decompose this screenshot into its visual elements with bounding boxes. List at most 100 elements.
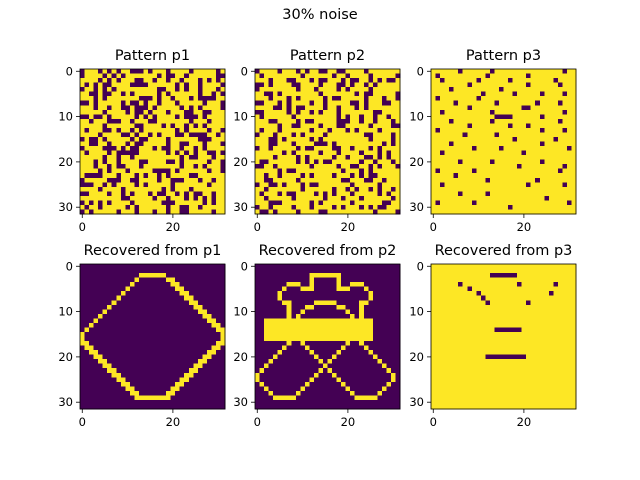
heatmap-cell: [215, 291, 221, 297]
heatmap-cell: [102, 114, 108, 120]
heatmap-cell: [341, 331, 346, 337]
heatmap-cell: [259, 336, 265, 342]
heatmap-cell: [111, 132, 117, 138]
heatmap-cell: [517, 82, 522, 88]
heatmap-cell: [431, 78, 436, 83]
heatmap-cell: [120, 118, 126, 124]
heatmap-cell: [179, 390, 185, 396]
heatmap-cell: [535, 155, 541, 160]
heatmap-cell: [152, 277, 158, 283]
heatmap-cell: [120, 282, 126, 288]
heatmap-cell: [485, 91, 491, 97]
heatmap-cell: [458, 69, 464, 74]
heatmap-cell: [98, 264, 104, 269]
heatmap-cell: [157, 291, 162, 297]
heatmap-cell: [304, 359, 310, 365]
heatmap-cell: [120, 386, 126, 392]
heatmap-cell: [395, 87, 401, 93]
heatmap-cell: [566, 186, 572, 192]
heatmap-cell: [277, 327, 283, 333]
heatmap-cell: [304, 96, 310, 102]
heatmap-cell: [170, 141, 176, 147]
heatmap-cell: [336, 331, 342, 337]
heatmap-cell: [107, 78, 113, 83]
heatmap-cell: [93, 268, 99, 274]
heatmap-cell: [489, 87, 495, 93]
heatmap-cell: [255, 359, 260, 365]
heatmap-cell: [268, 264, 274, 269]
heatmap-cell: [152, 264, 158, 269]
heatmap-cell: [93, 200, 99, 206]
heatmap-cell: [80, 109, 85, 115]
heatmap-cell: [116, 82, 122, 88]
heatmap-cell: [107, 372, 113, 378]
heatmap-cell: [332, 114, 337, 120]
heatmap-cell: [476, 123, 482, 129]
heatmap-cell: [179, 78, 185, 83]
heatmap-cell: [282, 322, 288, 328]
heatmap-cell: [336, 204, 342, 210]
heatmap-cell: [539, 109, 545, 115]
heatmap-cell: [138, 399, 144, 405]
heatmap-cell: [193, 186, 199, 192]
heatmap-cell: [111, 82, 117, 88]
heatmap-cell: [147, 150, 153, 156]
heatmap-cell: [193, 109, 199, 115]
heatmap-cell: [363, 91, 369, 97]
heatmap-cell: [304, 195, 310, 201]
heatmap-cell: [166, 322, 171, 328]
heatmap-cell: [449, 200, 455, 206]
heatmap-cell: [386, 295, 392, 301]
heatmap-cell: [336, 146, 342, 151]
heatmap-cell: [215, 159, 221, 165]
heatmap-cell: [147, 91, 153, 97]
heatmap-cell: [458, 159, 464, 165]
heatmap-cell: [395, 136, 401, 142]
heatmap-cell: [377, 291, 383, 297]
heatmap-cell: [80, 354, 85, 360]
heatmap-cell: [102, 291, 108, 297]
heatmap-cell: [170, 350, 176, 355]
heatmap-cell: [386, 195, 392, 201]
heatmap-cell: [188, 395, 194, 401]
heatmap-cell: [372, 331, 378, 337]
heatmap-cell: [84, 273, 90, 278]
heatmap-cell: [521, 209, 527, 215]
heatmap-cell: [435, 118, 441, 124]
heatmap-cell: [125, 390, 131, 396]
heatmap-cell: [350, 173, 356, 179]
heatmap-cell: [381, 273, 387, 278]
heatmap-cell: [152, 168, 158, 174]
heatmap-cell: [368, 304, 374, 310]
heatmap-cell: [517, 173, 522, 179]
heatmap-cell: [188, 322, 194, 328]
heatmap-cell: [134, 91, 140, 97]
heatmap-cell: [184, 123, 190, 129]
heatmap-cell: [166, 186, 171, 192]
heatmap-cell: [476, 195, 482, 201]
heatmap-cell: [152, 200, 158, 206]
heatmap-cell: [354, 327, 360, 333]
heatmap-cell: [458, 168, 464, 174]
heatmap-cell: [166, 118, 171, 124]
heatmap-cell: [458, 136, 464, 142]
heatmap-cell: [220, 318, 226, 324]
heatmap-cell: [354, 331, 360, 337]
heatmap-cell: [295, 91, 301, 97]
heatmap-cell: [125, 277, 131, 283]
heatmap-cell: [259, 268, 265, 274]
heatmap-cell: [458, 209, 464, 215]
heatmap-cell: [179, 336, 185, 342]
heatmap-cell: [318, 127, 324, 133]
heatmap-cell: [84, 395, 90, 401]
heatmap-cell: [354, 150, 360, 156]
heatmap-cell: [277, 354, 283, 360]
heatmap-cell: [395, 277, 401, 283]
heatmap-cell: [179, 91, 185, 97]
heatmap-cell: [557, 127, 563, 133]
heatmap-cell: [350, 195, 356, 201]
heatmap-cell: [206, 204, 212, 210]
heatmap-cell: [129, 141, 135, 147]
heatmap-cell: [188, 268, 194, 274]
